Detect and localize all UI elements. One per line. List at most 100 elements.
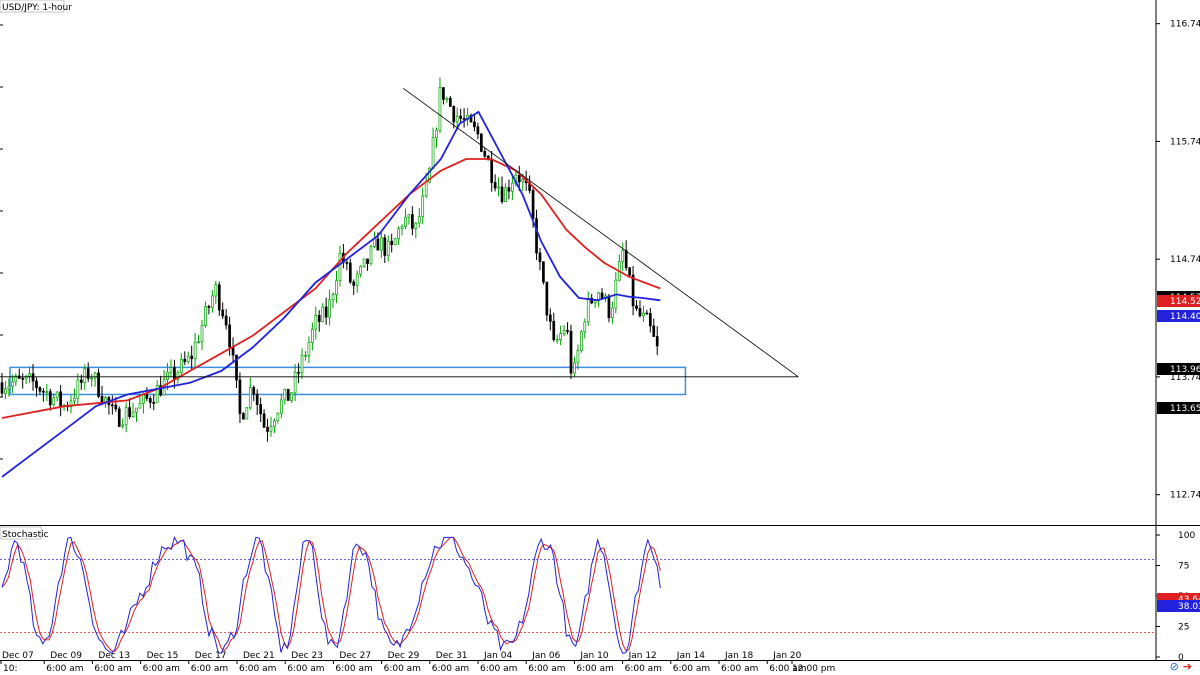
candle-body <box>448 97 452 107</box>
candle-body <box>390 240 394 245</box>
candle-body <box>355 273 359 286</box>
candle-body <box>231 346 235 356</box>
candle-body <box>493 182 497 189</box>
x-time-label: 6:00 am <box>335 664 372 674</box>
x-time-label: 6:00 am <box>721 664 758 674</box>
candle-body <box>431 137 435 169</box>
candle-body <box>190 355 194 360</box>
candle-body <box>583 321 587 333</box>
candle-body <box>83 368 87 383</box>
moving-average-fast <box>1 110 661 478</box>
candle-body <box>455 115 459 123</box>
link-icon[interactable]: ⊘ <box>1169 660 1179 673</box>
candle-body <box>245 407 249 420</box>
axes-layer: 116.749 115.749 114.749 113.749 112.749 100 75… <box>0 20 1200 674</box>
candle-body <box>79 379 83 383</box>
candle-body <box>404 216 407 228</box>
x-date-label: Dec 09 <box>50 651 82 661</box>
candle-body <box>117 408 121 427</box>
candle-body <box>221 309 225 317</box>
candle-body <box>0 382 4 394</box>
candle-body <box>300 355 304 374</box>
candle-body <box>469 114 473 123</box>
candle-body <box>345 261 349 264</box>
candle-body <box>348 262 352 283</box>
candle-body <box>252 387 256 395</box>
candle-body <box>279 399 283 414</box>
moving-averages-layer <box>1 110 661 478</box>
candle-body <box>490 159 494 183</box>
candle-body <box>224 315 228 326</box>
candle-body <box>542 261 545 283</box>
x-time-label: 6:00 am <box>673 664 710 674</box>
candle-body <box>445 97 449 100</box>
candle-body <box>48 391 52 406</box>
candle-body <box>166 371 169 380</box>
candle-body <box>207 306 211 308</box>
stoch-k-line <box>1 536 661 654</box>
candle-body <box>304 354 307 357</box>
candle-body <box>293 371 297 394</box>
candle-body <box>138 402 142 409</box>
candle-body <box>328 299 331 318</box>
candle-body <box>407 214 411 218</box>
support-zone-rect <box>9 366 687 396</box>
candle-body <box>10 381 14 387</box>
descending-trendline <box>403 87 799 378</box>
x-time-label: 6:00 am <box>769 664 806 674</box>
candle-body <box>586 297 590 323</box>
candle-body <box>86 368 90 379</box>
x-time-label: 6:00 am <box>239 664 276 674</box>
stochastic-layer <box>0 536 1156 654</box>
candle-body <box>290 392 294 401</box>
x-time-label: 6:00 am <box>191 664 228 674</box>
arrow-right-icon[interactable]: ➔ <box>1182 660 1192 673</box>
candle-body <box>511 182 514 192</box>
candle-body <box>573 362 576 374</box>
candle-body <box>93 372 97 379</box>
x-date-label: Dec 21 <box>243 651 275 661</box>
candle-body <box>259 404 262 415</box>
candle-body <box>655 336 659 347</box>
x-time-label: 12:00 pm <box>792 664 835 674</box>
candle-body <box>559 333 563 340</box>
x-time-label: 6:00 am <box>94 664 131 674</box>
candle-body <box>183 358 187 362</box>
candle-body <box>269 426 273 432</box>
candle-body <box>393 238 397 245</box>
candle-body <box>314 315 318 330</box>
candle-body <box>155 385 159 404</box>
candle-body <box>262 413 266 428</box>
candle-body <box>379 237 383 251</box>
candle-body <box>283 388 287 401</box>
candle-body <box>638 308 642 317</box>
candle-body <box>645 312 649 315</box>
candle-body <box>52 397 56 406</box>
x-date-label: Jan 10 <box>579 651 608 661</box>
candle-body <box>286 388 290 401</box>
x-time-label: 6:00 am <box>432 664 469 674</box>
candle-body <box>266 426 269 432</box>
support-zone-layer <box>9 366 687 396</box>
candle-body <box>476 126 480 135</box>
candle-body <box>307 342 311 356</box>
candle-body <box>366 258 369 264</box>
candle-body <box>642 312 645 317</box>
candle-body <box>504 187 507 203</box>
candle-body <box>55 391 59 399</box>
candle-body <box>500 186 504 203</box>
candle-body <box>21 377 25 380</box>
candle-body <box>42 390 45 393</box>
candle-body <box>535 218 538 254</box>
candle-body <box>607 295 611 319</box>
x-date-label: Jan 18 <box>724 651 753 661</box>
candle-body <box>631 274 635 307</box>
x-time-label: 6:00 am <box>287 664 324 674</box>
candle-body <box>576 350 580 364</box>
candle-body <box>35 380 38 389</box>
candle-body <box>179 358 183 374</box>
price-tag-label: 113.650 <box>1170 404 1200 414</box>
x-date-label: Dec 27 <box>339 651 371 661</box>
chart-title: USD/JPY: 1-hour <box>2 3 72 13</box>
